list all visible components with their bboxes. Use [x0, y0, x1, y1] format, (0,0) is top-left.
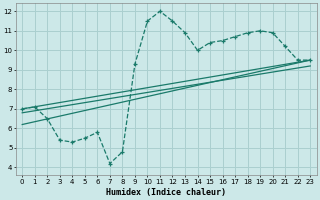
X-axis label: Humidex (Indice chaleur): Humidex (Indice chaleur): [106, 188, 226, 197]
